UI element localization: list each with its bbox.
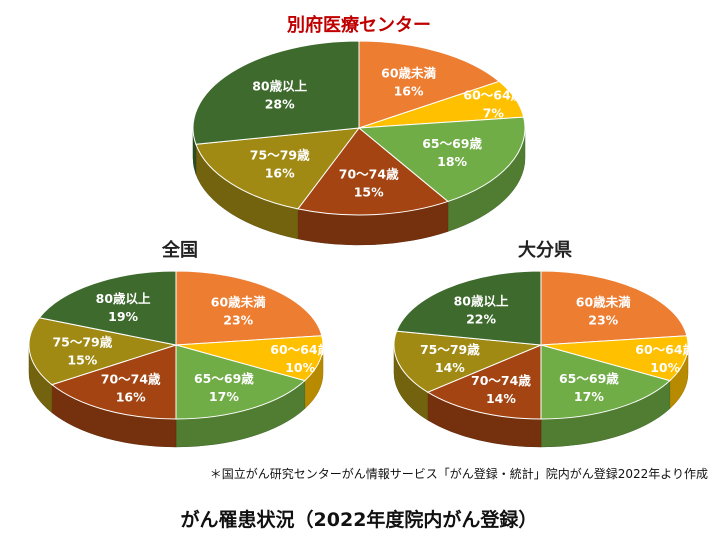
pie-zenkoku-slice-2 <box>175 344 306 420</box>
pie-oita-label-0: 60歳未満 <box>576 294 631 309</box>
pie-oita-label-1: 60〜64歳 <box>635 342 695 357</box>
pie-zenkoku: 60歳未満 23% 60〜64歳 10% 65〜69歳 17% 70〜74歳 16% 75〜79… <box>28 270 331 448</box>
pie-beppu-value-4: 16% <box>265 165 295 180</box>
chart-title-beppu: 別府医療センター <box>287 15 431 36</box>
pie-zenkoku-label-3: 70〜74歳 <box>101 372 161 387</box>
pie-beppu-slice-2 <box>357 116 526 203</box>
pie-zenkoku-label-5: 80歳以上 <box>96 291 151 306</box>
pie-oita-label-5: 80歳以上 <box>454 294 509 309</box>
pie-oita-slice-2 <box>540 344 671 420</box>
pie-beppu-label-0: 60歳未満 <box>381 66 436 81</box>
pie-beppu-value-0: 16% <box>394 84 424 99</box>
pie-zenkoku-value-5: 19% <box>108 309 138 324</box>
pie-zenkoku-label-1: 60〜64歳 <box>270 342 330 357</box>
pie-oita: 60歳未満 23% 60〜64歳 10% 65〜69歳 17% 70〜74歳 14% 75〜79… <box>393 270 696 448</box>
pie-oita-slice-5 <box>395 270 542 346</box>
pie-oita-slice-4 <box>393 330 542 393</box>
pie-zenkoku-label-4: 75〜79歳 <box>52 334 112 349</box>
pie-zenkoku-value-4: 15% <box>67 352 97 367</box>
pie-oita-value-0: 23% <box>588 312 618 327</box>
pie-oita-value-1: 10% <box>650 360 680 375</box>
pie-zenkoku-label-2: 65〜69歳 <box>194 371 254 386</box>
pie-zenkoku-slice-1 <box>175 335 324 382</box>
pie-zenkoku-value-1: 10% <box>285 360 315 375</box>
pie-beppu-label-4: 75〜79歳 <box>250 147 310 162</box>
pie-beppu-value-1: 7% <box>483 106 505 121</box>
pie-zenkoku-slice-0 <box>175 270 323 346</box>
pie-beppu-value-2: 18% <box>437 154 467 169</box>
pie-beppu-value-5: 28% <box>265 97 295 112</box>
pie-beppu: 60歳未満 16% 60〜64歳 7%65〜69歳 18% 70〜74歳 15% 75〜79歳… <box>192 40 526 246</box>
source-footnote: ＊国立がん研究センターがん情報サービス「がん登録・統計」院内がん登録2022年よ… <box>209 467 708 481</box>
chart-title-zenkoku: 全国 <box>162 240 198 261</box>
pie-oita-value-4: 14% <box>435 360 465 375</box>
pie-beppu-label-3: 70〜74歳 <box>339 167 399 182</box>
pie-beppu-label-1: 60〜64歳 <box>463 88 523 103</box>
pie-zenkoku-value-3: 16% <box>116 390 146 405</box>
pie-zenkoku-slice-5 <box>38 270 177 346</box>
pie-oita-value-5: 22% <box>466 312 496 327</box>
pie-beppu-slice-0 <box>358 40 501 129</box>
pie-oita-slice-3 <box>426 344 542 420</box>
pie-zenkoku-sides <box>28 344 324 448</box>
pie-zenkoku-slice-4 <box>28 317 178 386</box>
pie-beppu-label-2: 65〜69歳 <box>422 136 482 151</box>
figure-caption: がん罹患状況（2022年度院内がん登録） <box>180 509 538 531</box>
pie-beppu-value-3: 15% <box>354 185 384 200</box>
pie-beppu-slice-3 <box>297 127 449 216</box>
chart-title-oita: 大分県 <box>518 240 572 261</box>
pie-beppu-slice-4 <box>195 127 361 210</box>
pie-zenkoku-value-0: 23% <box>223 312 253 327</box>
pie-zenkoku-label-0: 60歳未満 <box>211 294 266 309</box>
pie-oita-value-3: 14% <box>486 391 516 406</box>
pie-oita-label-4: 75〜79歳 <box>420 342 480 357</box>
pie-beppu-slice-5 <box>192 40 360 145</box>
pie-zenkoku-value-2: 17% <box>209 389 239 404</box>
pie-oita-value-2: 17% <box>574 389 604 404</box>
pie-oita-label-2: 65〜69歳 <box>559 371 619 386</box>
pie-beppu-label-5: 80歳以上 <box>252 79 307 94</box>
pie-oita-label-3: 70〜74歳 <box>471 373 531 388</box>
pie-zenkoku-slice-3 <box>50 344 177 420</box>
pie-oita-slice-0 <box>540 270 688 346</box>
pie-oita-slice-1 <box>540 335 689 382</box>
